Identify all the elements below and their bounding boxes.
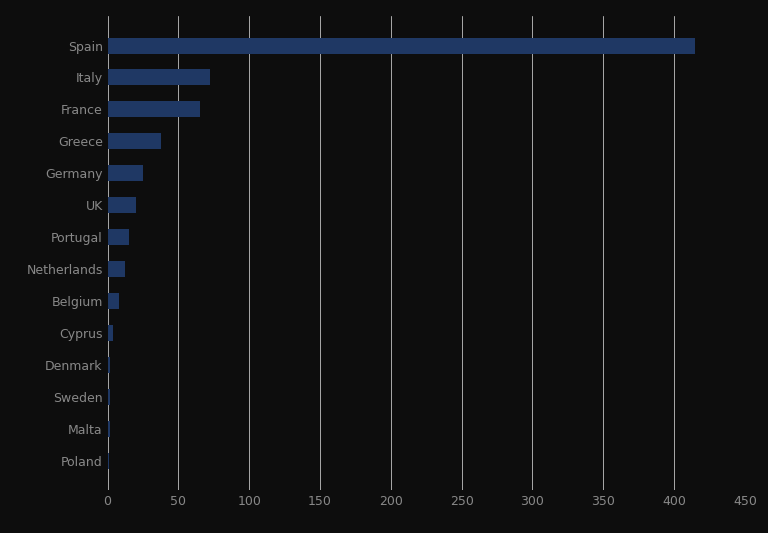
Bar (108, 101, 200, 117)
Bar (108, 197, 136, 213)
Bar (108, 133, 161, 149)
Bar (108, 325, 113, 341)
Bar (108, 389, 110, 405)
Bar (108, 453, 109, 469)
Bar (108, 357, 110, 373)
Bar (108, 421, 110, 437)
Bar (108, 261, 124, 277)
Bar (108, 165, 143, 181)
Bar (108, 229, 129, 245)
Bar (108, 37, 695, 53)
Bar (108, 69, 210, 85)
Bar (108, 293, 119, 309)
